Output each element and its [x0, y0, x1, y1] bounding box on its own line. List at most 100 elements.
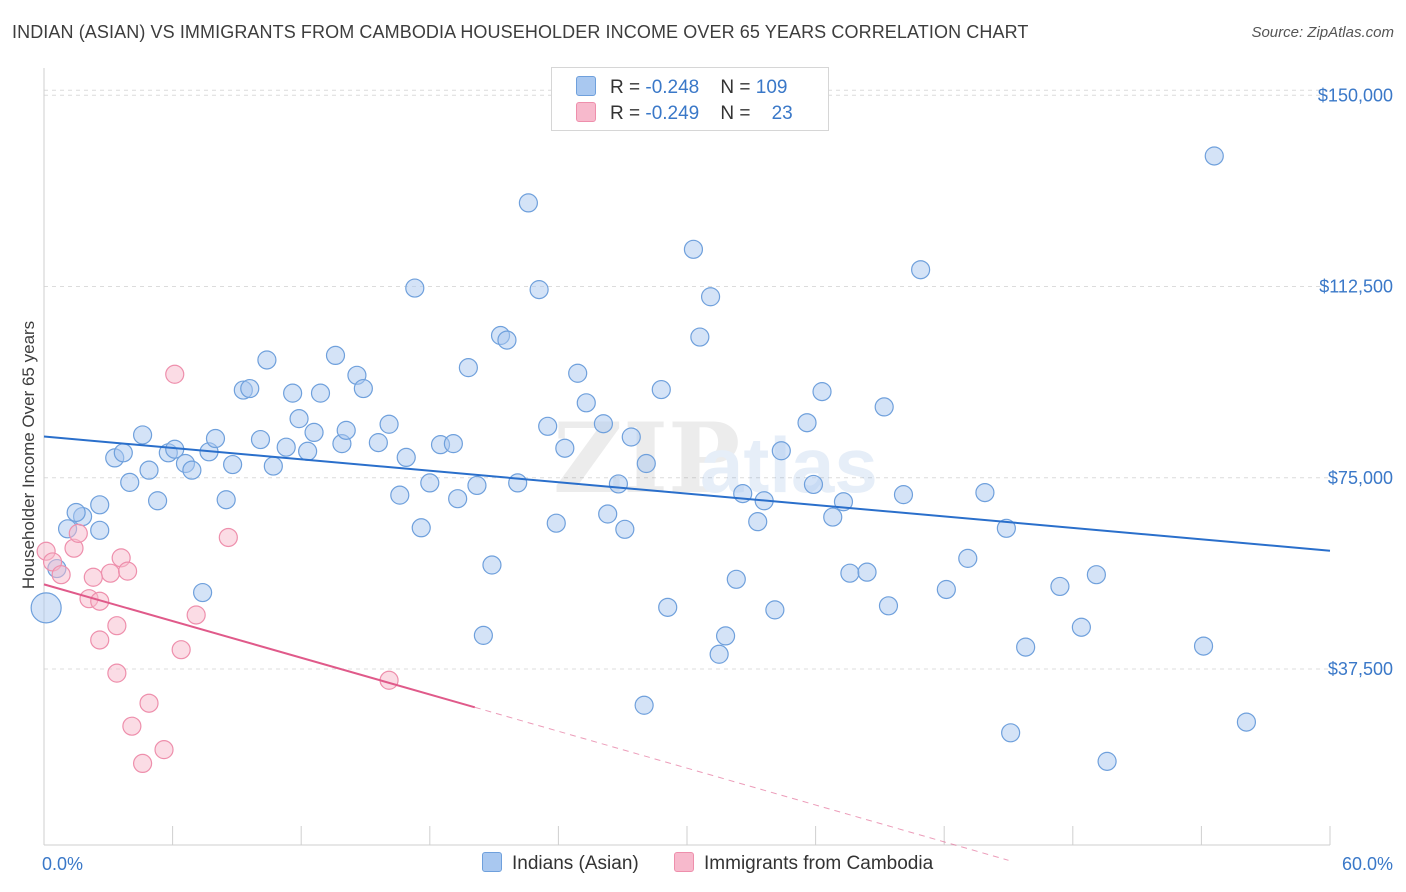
point-indians — [803, 474, 824, 495]
point-indians — [621, 427, 641, 447]
series-legend: Indians (Asian) Immigrants from Cambodia — [482, 852, 963, 875]
point-indians — [598, 504, 618, 524]
point-indians — [936, 579, 956, 600]
point-cambodia — [90, 630, 110, 650]
point-indians — [538, 416, 558, 436]
point-indians — [1071, 617, 1091, 637]
point-cambodia — [107, 663, 127, 683]
point-indians — [310, 383, 331, 403]
point-indians — [615, 519, 635, 539]
point-cambodia — [51, 565, 71, 585]
point-indians — [1236, 712, 1257, 732]
watermark-atlas: atlas — [700, 421, 878, 509]
point-indians — [147, 491, 168, 511]
point-cambodia — [186, 605, 206, 625]
legend-n-label: N = — [720, 103, 756, 124]
point-indians — [223, 454, 243, 475]
point-indians — [726, 569, 746, 589]
point-indians — [193, 582, 213, 603]
point-indians — [690, 327, 710, 347]
legend-row-indians: R = -0.248 N = 109 — [576, 76, 787, 100]
point-indians — [874, 397, 894, 417]
x-tick-label-min: 0.0% — [42, 854, 83, 874]
point-indians — [636, 453, 656, 474]
grid-lines — [44, 89, 1330, 670]
point-indians — [250, 429, 271, 450]
point-indians — [132, 425, 153, 445]
y-tick-label: $37,500 — [1328, 659, 1393, 679]
point-indians — [568, 363, 588, 383]
point-indians — [812, 382, 832, 402]
point-indians — [276, 437, 296, 457]
series-legend-cambodia: Immigrants from Cambodia — [674, 852, 933, 875]
legend-n-value: 23 — [771, 103, 793, 124]
point-indians — [283, 383, 303, 403]
legend-r-value: -0.248 — [645, 77, 700, 98]
legend-r-value: -0.249 — [645, 103, 700, 124]
point-cambodia — [154, 740, 174, 760]
legend-swatch-indians — [576, 76, 596, 96]
point-indians — [90, 520, 110, 540]
y-tick-label: $75,000 — [1328, 468, 1393, 488]
point-indians — [1204, 146, 1224, 166]
point-indians — [336, 420, 356, 440]
trend-lines — [43, 435, 1331, 861]
y-tick-label: $112,500 — [1319, 277, 1393, 297]
series-swatch-indians — [482, 852, 502, 872]
point-indians — [709, 644, 729, 664]
point-indians — [473, 625, 493, 645]
point-indians — [182, 460, 202, 480]
point-indians — [289, 409, 309, 429]
x-tick-label-max: 60.0% — [1342, 854, 1393, 874]
point-indians — [518, 193, 538, 213]
point-indians — [715, 626, 736, 646]
point-indians — [120, 472, 140, 492]
point-indians — [497, 330, 517, 350]
point-cambodia — [218, 527, 238, 548]
trend-line-cambodia-extension — [474, 706, 1009, 861]
point-indians — [658, 597, 678, 617]
point-indians — [840, 563, 860, 583]
point-cambodia — [68, 523, 88, 543]
point-indians — [325, 345, 346, 365]
point-indians — [958, 548, 978, 568]
legend-n-label: N = — [720, 77, 756, 98]
point-indians — [353, 378, 373, 399]
point-indians — [257, 350, 277, 370]
point-indians — [263, 456, 283, 476]
point-indians — [240, 378, 260, 399]
point-indians — [765, 600, 785, 620]
legend-swatch-cambodia — [576, 102, 596, 122]
legend-r-label: R = — [610, 103, 646, 124]
point-cambodia — [83, 567, 103, 587]
point-indians — [30, 592, 62, 624]
point-indians — [298, 441, 318, 461]
y-axis-label: Householder Income Over 65 years — [19, 321, 38, 589]
point-cambodia — [165, 364, 185, 384]
point-cambodia — [107, 616, 127, 636]
point-indians — [458, 358, 478, 378]
point-indians — [683, 239, 704, 259]
point-indians — [555, 438, 575, 458]
chart-title: INDIAN (ASIAN) VS IMMIGRANTS FROM CAMBOD… — [12, 22, 1029, 42]
point-indians — [651, 379, 671, 400]
point-indians — [529, 280, 549, 300]
point-indians — [66, 502, 86, 523]
point-indians — [857, 562, 877, 582]
point-indians — [823, 507, 843, 527]
point-indians — [216, 490, 236, 510]
point-indians — [90, 495, 110, 515]
point-indians — [368, 433, 388, 453]
point-cambodia — [117, 561, 138, 581]
point-indians — [448, 489, 468, 509]
point-indians — [205, 428, 226, 449]
point-indians — [390, 485, 410, 505]
point-indians — [1050, 576, 1070, 597]
point-indians — [608, 474, 629, 494]
series-legend-indians: Indians (Asian) — [482, 852, 639, 875]
point-indians — [304, 422, 324, 443]
tick-labels: $37,500 $75,000 $112,500 $150,000 0.0% 60.0% — [42, 85, 1393, 874]
point-cambodia — [100, 563, 121, 583]
correlation-legend: R = -0.248 N = 109 R = -0.249 N = 23 — [551, 67, 829, 131]
